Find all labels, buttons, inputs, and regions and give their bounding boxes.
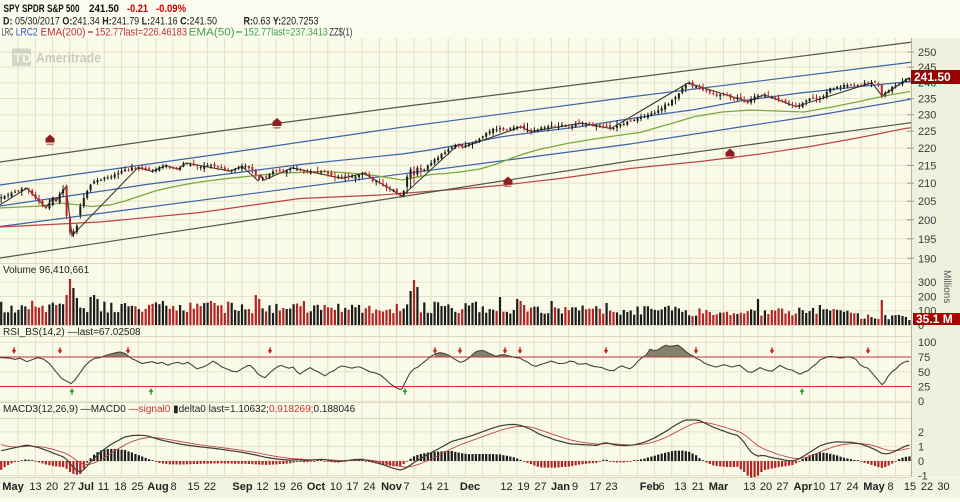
- svg-text:-0.21: -0.21: [127, 3, 148, 15]
- svg-text:235: 235: [918, 94, 936, 106]
- svg-text:250: 250: [918, 47, 936, 59]
- svg-text:20: 20: [760, 481, 772, 493]
- svg-text:225: 225: [918, 126, 936, 138]
- svg-text:23: 23: [605, 481, 617, 493]
- svg-text:75: 75: [918, 352, 930, 364]
- svg-text:Mar: Mar: [709, 481, 729, 493]
- svg-text:Ameritrade: Ameritrade: [36, 50, 101, 66]
- svg-text:0: 0: [918, 456, 924, 468]
- svg-text:15: 15: [187, 481, 199, 493]
- svg-text:Jan: Jan: [551, 481, 570, 493]
- svg-text:20: 20: [46, 481, 58, 493]
- svg-text:8: 8: [887, 481, 893, 493]
- svg-text:17: 17: [346, 481, 358, 493]
- svg-text:27: 27: [534, 481, 546, 493]
- svg-text:EMA(200): EMA(200): [41, 27, 86, 39]
- svg-text:21: 21: [437, 481, 449, 493]
- svg-text:Millions: Millions: [941, 270, 952, 303]
- svg-text:220: 220: [918, 143, 936, 155]
- svg-text:RSI_BS(14,2) —last=67.02508: RSI_BS(14,2) —last=67.02508: [3, 327, 141, 338]
- svg-text:May: May: [863, 481, 885, 493]
- svg-text:230: 230: [918, 110, 936, 122]
- svg-text:22: 22: [204, 481, 216, 493]
- svg-text:0: 0: [918, 320, 924, 332]
- svg-text:215: 215: [918, 160, 936, 172]
- svg-text:300: 300: [918, 277, 936, 289]
- svg-text:-1: -1: [918, 471, 928, 483]
- svg-text:10: 10: [330, 481, 342, 493]
- svg-text:24: 24: [846, 481, 858, 493]
- svg-text:Feb: Feb: [640, 481, 660, 493]
- svg-text:22: 22: [921, 481, 933, 493]
- svg-text:35.1 M: 35.1 M: [916, 312, 953, 326]
- svg-text:13: 13: [674, 481, 686, 493]
- svg-text:17: 17: [589, 481, 601, 493]
- svg-text:Volume 96,410,661: Volume 96,410,661: [3, 265, 90, 276]
- svg-text:10: 10: [813, 481, 825, 493]
- svg-text:14: 14: [420, 481, 432, 493]
- svg-text:D: 05/30/2017 O:241.34 H:241.7: D: 05/30/2017 O:241.34 H:241.79 L:241.16…: [3, 16, 217, 28]
- svg-text:200: 200: [918, 292, 936, 304]
- svg-text:Oct: Oct: [307, 481, 326, 493]
- svg-text:EMA(50): EMA(50): [189, 27, 235, 39]
- svg-text:ZZ$(1): ZZ$(1): [329, 27, 352, 39]
- svg-text:18: 18: [114, 481, 126, 493]
- svg-text:Aug: Aug: [147, 481, 168, 493]
- svg-text:LRC2: LRC2: [16, 27, 38, 39]
- svg-text:100: 100: [918, 337, 936, 349]
- svg-text:25: 25: [131, 481, 143, 493]
- svg-text:205: 205: [918, 196, 936, 208]
- svg-text:May: May: [2, 481, 24, 493]
- svg-text:21: 21: [692, 481, 704, 493]
- svg-text:241.50: 241.50: [89, 3, 119, 15]
- svg-text:1: 1: [918, 441, 924, 453]
- svg-text:195: 195: [918, 234, 936, 246]
- svg-text:Jul: Jul: [78, 481, 94, 493]
- svg-text:8: 8: [170, 481, 176, 493]
- svg-text:7: 7: [403, 481, 409, 493]
- svg-text:13: 13: [743, 481, 755, 493]
- svg-text:11: 11: [98, 481, 109, 493]
- svg-text:152.77last=226.46183: 152.77last=226.46183: [95, 27, 187, 39]
- svg-text:152.77last=237.3413: 152.77last=237.3413: [244, 27, 328, 39]
- svg-text:0: 0: [918, 396, 924, 408]
- svg-text:13: 13: [29, 481, 41, 493]
- svg-text:SPY SPDR S&P 500: SPY SPDR S&P 500: [4, 3, 80, 15]
- svg-text:Apr: Apr: [794, 481, 814, 493]
- svg-text:50: 50: [918, 367, 930, 379]
- svg-text:19: 19: [517, 481, 529, 493]
- svg-text:210: 210: [918, 178, 936, 190]
- svg-text:27: 27: [63, 481, 75, 493]
- svg-text:R:0.63 Y:220.7253: R:0.63 Y:220.7253: [244, 16, 319, 28]
- svg-text:30: 30: [937, 481, 949, 493]
- svg-text:15: 15: [904, 481, 916, 493]
- svg-text:12: 12: [256, 481, 268, 493]
- svg-text:LRC: LRC: [2, 27, 14, 39]
- svg-text:12: 12: [500, 481, 512, 493]
- svg-text:26: 26: [290, 481, 302, 493]
- svg-text:17: 17: [829, 481, 841, 493]
- svg-text:25: 25: [918, 382, 930, 394]
- svg-text:TD: TD: [14, 51, 31, 66]
- svg-text:24: 24: [363, 481, 375, 493]
- svg-text:19: 19: [273, 481, 285, 493]
- svg-text:190: 190: [918, 253, 936, 265]
- svg-text:27: 27: [776, 481, 788, 493]
- svg-text:6: 6: [658, 481, 664, 493]
- svg-text:Nov: Nov: [381, 481, 403, 493]
- svg-text:Sep: Sep: [232, 481, 252, 493]
- svg-text:241.50: 241.50: [914, 70, 951, 84]
- svg-text:200: 200: [918, 215, 936, 227]
- svg-text:Dec: Dec: [460, 481, 480, 493]
- svg-text:MACD3(12,26,9) —MACD0 —signal0: MACD3(12,26,9) —MACD0 —signal0 ▮delta0 l…: [3, 404, 356, 415]
- svg-text:2: 2: [918, 427, 924, 439]
- svg-text:9: 9: [572, 481, 578, 493]
- svg-text:-0.09%: -0.09%: [156, 3, 186, 15]
